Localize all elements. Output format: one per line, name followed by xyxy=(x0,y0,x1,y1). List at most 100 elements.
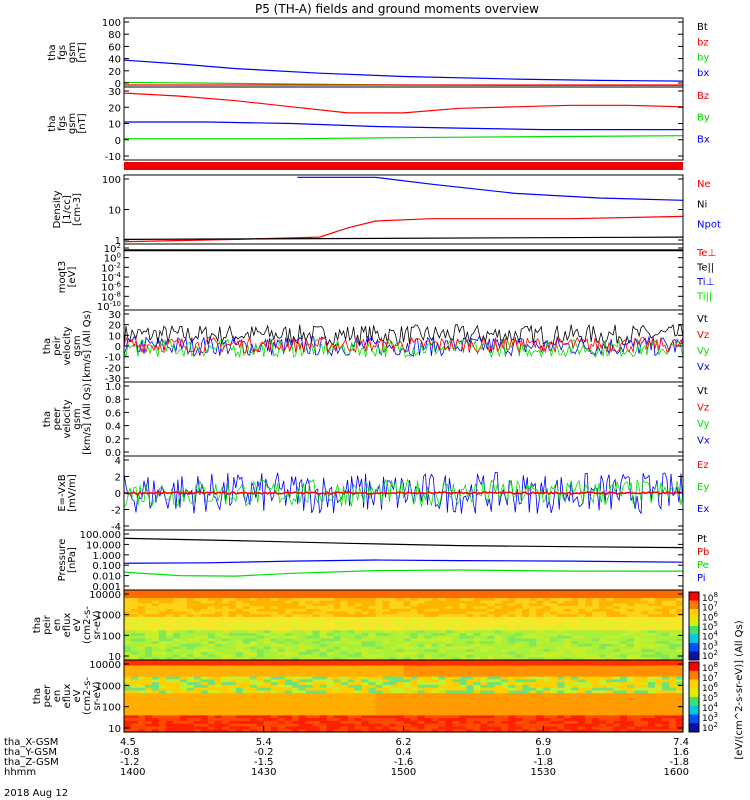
y-tick-label: 0.2 xyxy=(105,435,121,446)
heatmap-cell xyxy=(249,627,258,631)
heatmap-cell xyxy=(186,590,195,594)
heatmap-cell xyxy=(585,668,593,672)
colorbar-segment xyxy=(689,609,699,618)
heatmap-cell xyxy=(578,698,586,703)
heatmap-cell xyxy=(410,684,419,689)
heatmap-cell xyxy=(284,616,293,621)
heatmap-cell xyxy=(228,698,237,703)
heatmap-cell xyxy=(277,643,286,648)
heatmap-cell xyxy=(550,726,558,730)
heatmap-cell xyxy=(522,712,530,716)
heatmap-cell xyxy=(172,616,181,621)
heatmap-cell xyxy=(599,598,607,602)
heatmap-cell xyxy=(410,614,419,618)
heatmap-cell xyxy=(480,614,488,618)
heatmap-cell xyxy=(284,720,293,725)
heatmap-cell xyxy=(319,625,328,629)
heatmap-cell xyxy=(606,608,614,613)
heatmap-cell xyxy=(613,660,621,664)
y-tick-label: 0.8 xyxy=(105,395,121,406)
heatmap-cell xyxy=(564,729,572,733)
heatmap-cell xyxy=(417,709,426,714)
heatmap-cell xyxy=(627,682,635,686)
heatmap-cell xyxy=(522,690,530,694)
heatmap-cell xyxy=(144,595,153,599)
heatmap-cell xyxy=(515,668,523,672)
heatmap-cell xyxy=(270,600,279,605)
heatmap-cell xyxy=(403,619,412,623)
heatmap-cell xyxy=(655,646,663,650)
heatmap-cell xyxy=(473,641,481,645)
heatmap-cell xyxy=(522,590,530,594)
heatmap-cell xyxy=(389,696,398,700)
heatmap-cell xyxy=(501,701,509,705)
heatmap-cell xyxy=(361,693,370,697)
heatmap-cell xyxy=(291,715,300,719)
heatmap-cell xyxy=(249,679,258,683)
heatmap-cell xyxy=(151,598,160,602)
heatmap-cell xyxy=(312,606,321,610)
heatmap-cell xyxy=(298,673,307,678)
heatmap-cell xyxy=(354,720,363,725)
heatmap-cell xyxy=(389,625,398,629)
heatmap-cell xyxy=(431,641,440,645)
heatmap-cell xyxy=(396,696,405,700)
heatmap-cell xyxy=(249,729,258,733)
heatmap-cell xyxy=(578,687,586,692)
heatmap-cell xyxy=(242,590,251,594)
heatmap-cell xyxy=(557,660,565,664)
heatmap-cell xyxy=(291,608,300,613)
heatmap-cell xyxy=(144,671,153,675)
heatmap-cell xyxy=(543,723,551,728)
heatmap-cell xyxy=(606,600,614,605)
heatmap-cell xyxy=(396,654,405,658)
heatmap-cell xyxy=(319,616,328,621)
heatmap-cell xyxy=(620,726,628,730)
heatmap-cell xyxy=(333,625,342,629)
heatmap-cell xyxy=(214,671,223,675)
heatmap-cell xyxy=(158,676,167,680)
heatmap-cell xyxy=(564,704,572,708)
heatmap-cell xyxy=(669,690,677,694)
heatmap-cell xyxy=(557,619,565,623)
heatmap-cell xyxy=(599,600,607,605)
heatmap-cell xyxy=(641,687,649,692)
heatmap-cell xyxy=(221,622,230,626)
heatmap-cell xyxy=(193,633,202,637)
heatmap-cell xyxy=(368,671,377,675)
heatmap-cell xyxy=(284,693,293,697)
heatmap-cell xyxy=(543,698,551,703)
heatmap-cell xyxy=(172,715,181,719)
heatmap-cell xyxy=(529,665,537,669)
heatmap-cell xyxy=(648,646,656,650)
heatmap-cell xyxy=(368,641,377,645)
heatmap-cell xyxy=(298,592,307,596)
heatmap-cell xyxy=(326,698,335,703)
heatmap-cell xyxy=(165,654,174,658)
heatmap-cell xyxy=(613,625,621,629)
heatmap-cell xyxy=(326,643,335,648)
heatmap-cell xyxy=(627,673,635,678)
heatmap-cell xyxy=(515,718,523,722)
heatmap-cell xyxy=(473,654,481,658)
heatmap-cell xyxy=(319,646,328,650)
heatmap-cell xyxy=(270,598,279,602)
series-line xyxy=(123,559,684,564)
heatmap-cell xyxy=(396,698,405,703)
heatmap-cell xyxy=(410,606,419,610)
heatmap-cell xyxy=(207,682,216,686)
heatmap-cell xyxy=(298,701,307,705)
heatmap-cell xyxy=(522,608,530,613)
heatmap-cell xyxy=(151,668,160,672)
heatmap-cell xyxy=(417,600,426,605)
heatmap-cell xyxy=(529,698,537,703)
heatmap-cell xyxy=(305,673,314,678)
heatmap-cell xyxy=(550,707,558,711)
heatmap-cell xyxy=(508,673,516,678)
heatmap-cell xyxy=(648,638,656,642)
heatmap-cell xyxy=(172,687,181,692)
heatmap-cell xyxy=(214,662,223,667)
heatmap-cell xyxy=(221,638,230,642)
heatmap-cell xyxy=(179,625,188,629)
heatmap-cell xyxy=(431,630,440,634)
